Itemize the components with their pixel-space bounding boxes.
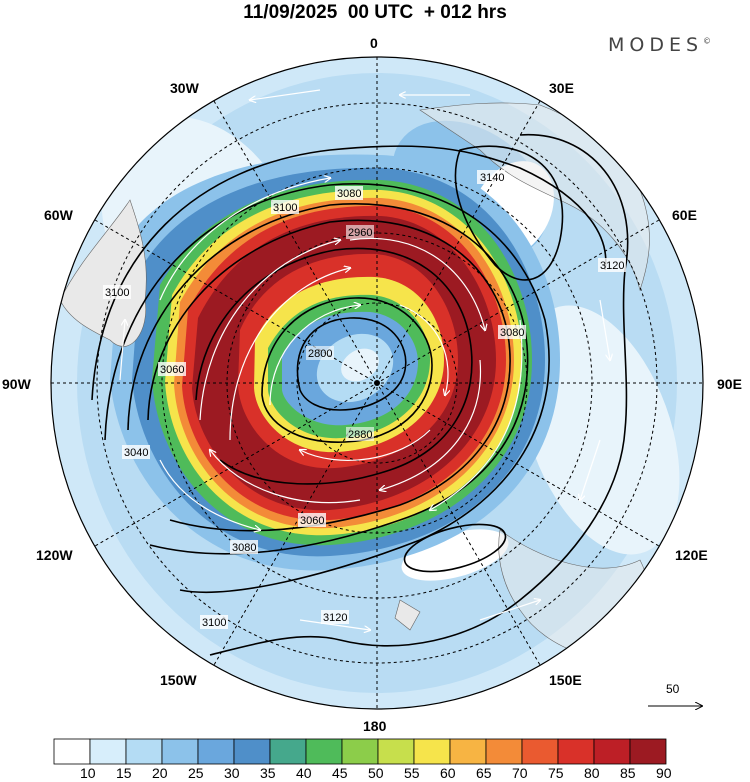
contour-label-3060: 3060 <box>160 364 184 376</box>
lon-label-60w: 60W <box>44 207 73 223</box>
lon-label-120e: 120E <box>675 547 708 563</box>
colorbar-tick-label: 65 <box>476 765 492 781</box>
colorbar-tick-label: 55 <box>404 765 420 781</box>
contour-label-3120: 3120 <box>600 260 624 272</box>
brand-mark: © <box>703 36 712 46</box>
colorbar-tick-label: 70 <box>512 765 528 781</box>
height-contours <box>91 134 629 656</box>
colorbar-swatch <box>197 738 235 765</box>
lon-label-60e: 60E <box>672 207 697 223</box>
colorbar-swatch <box>413 738 451 765</box>
colorbar-swatch <box>89 738 127 765</box>
colorbar-swatch <box>449 738 487 765</box>
colorbar-swatch <box>377 738 415 765</box>
contour-label-3120-south: 3120 <box>323 612 347 624</box>
contour-label-3040: 3040 <box>124 447 148 459</box>
lon-label-150w: 150W <box>160 672 197 688</box>
contour-label-3100-south: 3100 <box>202 617 226 629</box>
lon-label-90w: 90W <box>2 376 31 392</box>
colorbar <box>53 738 667 765</box>
contour-label-3080-south: 3080 <box>232 542 256 554</box>
contour-label-3060-south: 3060 <box>300 515 324 527</box>
lon-label-150e: 150E <box>549 672 582 688</box>
colorbar-swatch <box>305 738 343 765</box>
contour-label-3100-west: 3100 <box>105 287 129 299</box>
colorbar-swatch <box>629 738 667 765</box>
colorbar-swatch <box>269 738 307 765</box>
colorbar-tick-label: 60 <box>440 765 456 781</box>
colorbar-tick-label: 20 <box>152 765 168 781</box>
colorbar-tick-label: 25 <box>188 765 204 781</box>
lon-label-30e: 30E <box>549 80 574 96</box>
contour-label-2880: 2880 <box>348 429 372 441</box>
colorbar-tick-label: 10 <box>80 765 96 781</box>
map-title: 11/09/2025 00 UTC + 012 hrs <box>243 2 507 23</box>
lon-label-0: 0 <box>370 35 378 51</box>
modes-logo: MODES© <box>608 34 711 56</box>
contour-label-2960: 2960 <box>348 227 372 239</box>
lon-label-120w: 120W <box>36 547 73 563</box>
lon-label-180: 180 <box>363 718 387 734</box>
colorbar-swatch <box>485 738 523 765</box>
contour-label-3100: 3100 <box>273 202 297 214</box>
reference-vector-label: 50 <box>666 682 680 696</box>
colorbar-swatch <box>557 738 595 765</box>
contour-label-3140: 3140 <box>480 172 504 184</box>
contour-labels: 3140 3120 3120 3100 3100 3100 3080 3080 … <box>103 170 626 629</box>
pole-marker <box>374 380 380 386</box>
colorbar-tick-label: 40 <box>296 765 312 781</box>
colorbar-swatch <box>233 738 271 765</box>
colorbar-tick-label: 80 <box>584 765 600 781</box>
colorbar-swatch <box>341 738 379 765</box>
colorbar-swatch <box>53 738 91 765</box>
colorbar-tick-label: 90 <box>656 765 672 781</box>
contour-label-2800: 2800 <box>308 348 332 360</box>
colorbar-swatch <box>521 738 559 765</box>
colorbar-swatch <box>593 738 631 765</box>
lon-label-90e: 90E <box>717 376 742 392</box>
landmass-outlines <box>59 102 651 661</box>
colorbar-swatch <box>125 738 163 765</box>
contour-label-3080: 3080 <box>337 188 361 200</box>
colorbar-swatch <box>161 738 199 765</box>
colorbar-tick-label: 15 <box>116 765 132 781</box>
wind-vectors <box>119 89 610 630</box>
colorbar-tick-label: 75 <box>548 765 564 781</box>
colorbar-tick-label: 85 <box>620 765 636 781</box>
lon-label-30w: 30W <box>170 80 199 96</box>
brand-text: MODES <box>608 34 704 56</box>
colorbar-tick-label: 35 <box>260 765 276 781</box>
contour-label-3080-east: 3080 <box>500 327 524 339</box>
colorbar-tick-label: 45 <box>332 765 348 781</box>
colorbar-tick-label: 30 <box>224 765 240 781</box>
colorbar-tick-label: 50 <box>368 765 384 781</box>
